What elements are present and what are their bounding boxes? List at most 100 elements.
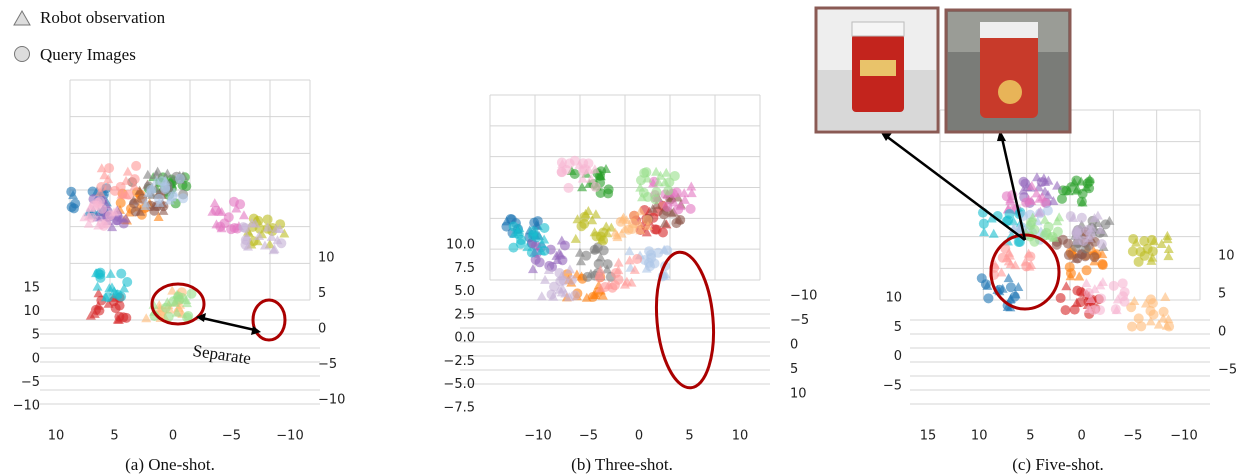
point (1065, 262, 1075, 272)
tick-label: 5 (790, 362, 798, 377)
tick-label: 5 (32, 328, 40, 343)
tick-label: 10 (732, 429, 749, 444)
tick-label: 10 (318, 251, 335, 266)
point (651, 187, 661, 197)
point (624, 246, 634, 255)
point (1064, 250, 1074, 260)
figure: Robot observation Query Images (a) One-s… (0, 0, 1244, 476)
point (157, 176, 167, 186)
point (123, 167, 133, 176)
point (1006, 282, 1016, 292)
point (977, 273, 987, 283)
point (177, 293, 187, 303)
point (581, 251, 591, 261)
point (178, 193, 188, 203)
tick-label: −5 (222, 429, 241, 444)
point (1061, 305, 1071, 315)
point (1164, 244, 1174, 253)
point (646, 253, 656, 263)
point (1127, 322, 1137, 332)
tick-label: −10 (276, 429, 303, 444)
point (1129, 296, 1139, 305)
tick-label: −5 (21, 375, 40, 390)
point (672, 187, 682, 197)
point (554, 268, 564, 278)
point (1118, 278, 1128, 288)
point (627, 224, 637, 234)
point (1029, 225, 1039, 235)
point (175, 174, 185, 184)
legend-label: Query Images (40, 45, 136, 64)
tick-label: 10 (48, 429, 65, 444)
photo (946, 10, 1070, 132)
highlight (651, 250, 719, 390)
point (92, 282, 102, 291)
tick-label: 5 (318, 286, 326, 301)
tick-label: 0 (1218, 325, 1226, 340)
point (149, 206, 159, 216)
point (571, 234, 581, 243)
point (1072, 286, 1082, 296)
point (1035, 208, 1045, 218)
point (675, 215, 685, 225)
caption: (a) One-shot. (125, 455, 215, 474)
point (539, 223, 549, 233)
point (1037, 177, 1047, 187)
tick-label: −10 (790, 289, 817, 304)
point (539, 246, 549, 256)
point (1090, 252, 1100, 262)
point (686, 204, 696, 214)
point (241, 240, 251, 250)
tick-label: 7.5 (454, 261, 475, 276)
tick-label: −7.5 (443, 401, 475, 416)
point (113, 290, 123, 300)
point (1054, 212, 1064, 221)
point (169, 296, 179, 306)
tick-label: −10 (13, 399, 40, 414)
tick-label: −10 (1170, 429, 1197, 444)
point (1134, 257, 1144, 267)
point (1084, 288, 1094, 298)
point (549, 282, 559, 292)
point (1048, 232, 1058, 242)
tick-label: 5 (685, 429, 693, 444)
point (686, 182, 696, 191)
point (1098, 277, 1108, 286)
point (116, 269, 126, 279)
tick-label: −10 (524, 429, 551, 444)
point (1162, 231, 1172, 240)
point (1066, 211, 1076, 221)
tick-label: 5 (110, 429, 118, 444)
point (516, 235, 526, 245)
legend-label: Robot observation (40, 8, 166, 27)
tick-label: 0 (32, 351, 40, 366)
tick-label: 15 (23, 281, 40, 296)
tick-label: −5 (579, 429, 598, 444)
tick-label: 10 (971, 429, 988, 444)
point (557, 235, 567, 244)
point (532, 232, 542, 242)
point (1070, 305, 1080, 315)
tick-label: −2.5 (443, 354, 475, 369)
point (1098, 260, 1108, 270)
point (131, 161, 141, 171)
annotation: Separate (192, 341, 253, 368)
tick-label: 2.5 (454, 307, 475, 322)
point (1052, 181, 1062, 190)
tick-label: 10 (885, 291, 902, 306)
point (979, 219, 989, 229)
point (1010, 292, 1020, 302)
point (663, 186, 673, 196)
point (664, 177, 674, 187)
tick-label: −10 (318, 393, 345, 408)
point (1083, 178, 1093, 188)
point (632, 254, 642, 264)
tick-label: 5 (894, 320, 902, 335)
tick-label: 5.0 (454, 284, 475, 299)
tick-label: −5 (790, 313, 809, 328)
caption: (c) Five-shot. (1012, 455, 1104, 474)
point (131, 206, 141, 216)
point (563, 183, 573, 193)
tick-label: −5 (1123, 429, 1142, 444)
point (614, 258, 624, 267)
